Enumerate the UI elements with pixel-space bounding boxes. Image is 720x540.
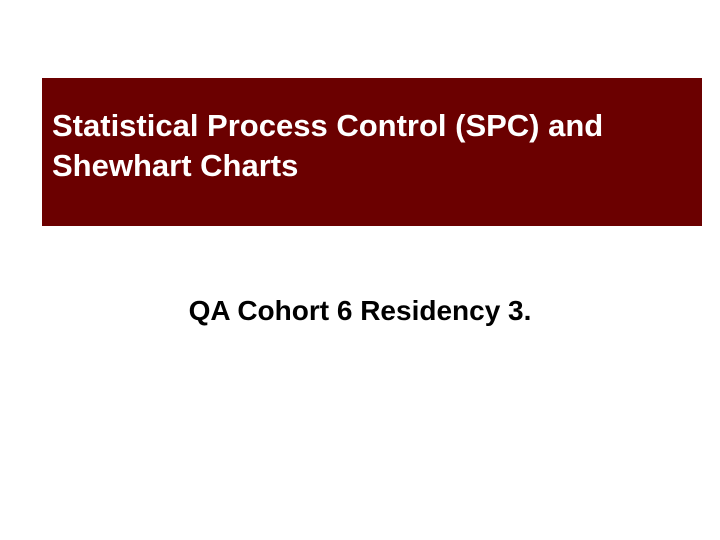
subtitle-area: QA Cohort 6 Residency 3. (0, 295, 720, 327)
presentation-slide: Statistical Process Control (SPC) and Sh… (0, 0, 720, 540)
title-band: Statistical Process Control (SPC) and Sh… (42, 78, 702, 226)
slide-title: Statistical Process Control (SPC) and Sh… (52, 106, 692, 187)
slide-subtitle: QA Cohort 6 Residency 3. (0, 295, 720, 327)
